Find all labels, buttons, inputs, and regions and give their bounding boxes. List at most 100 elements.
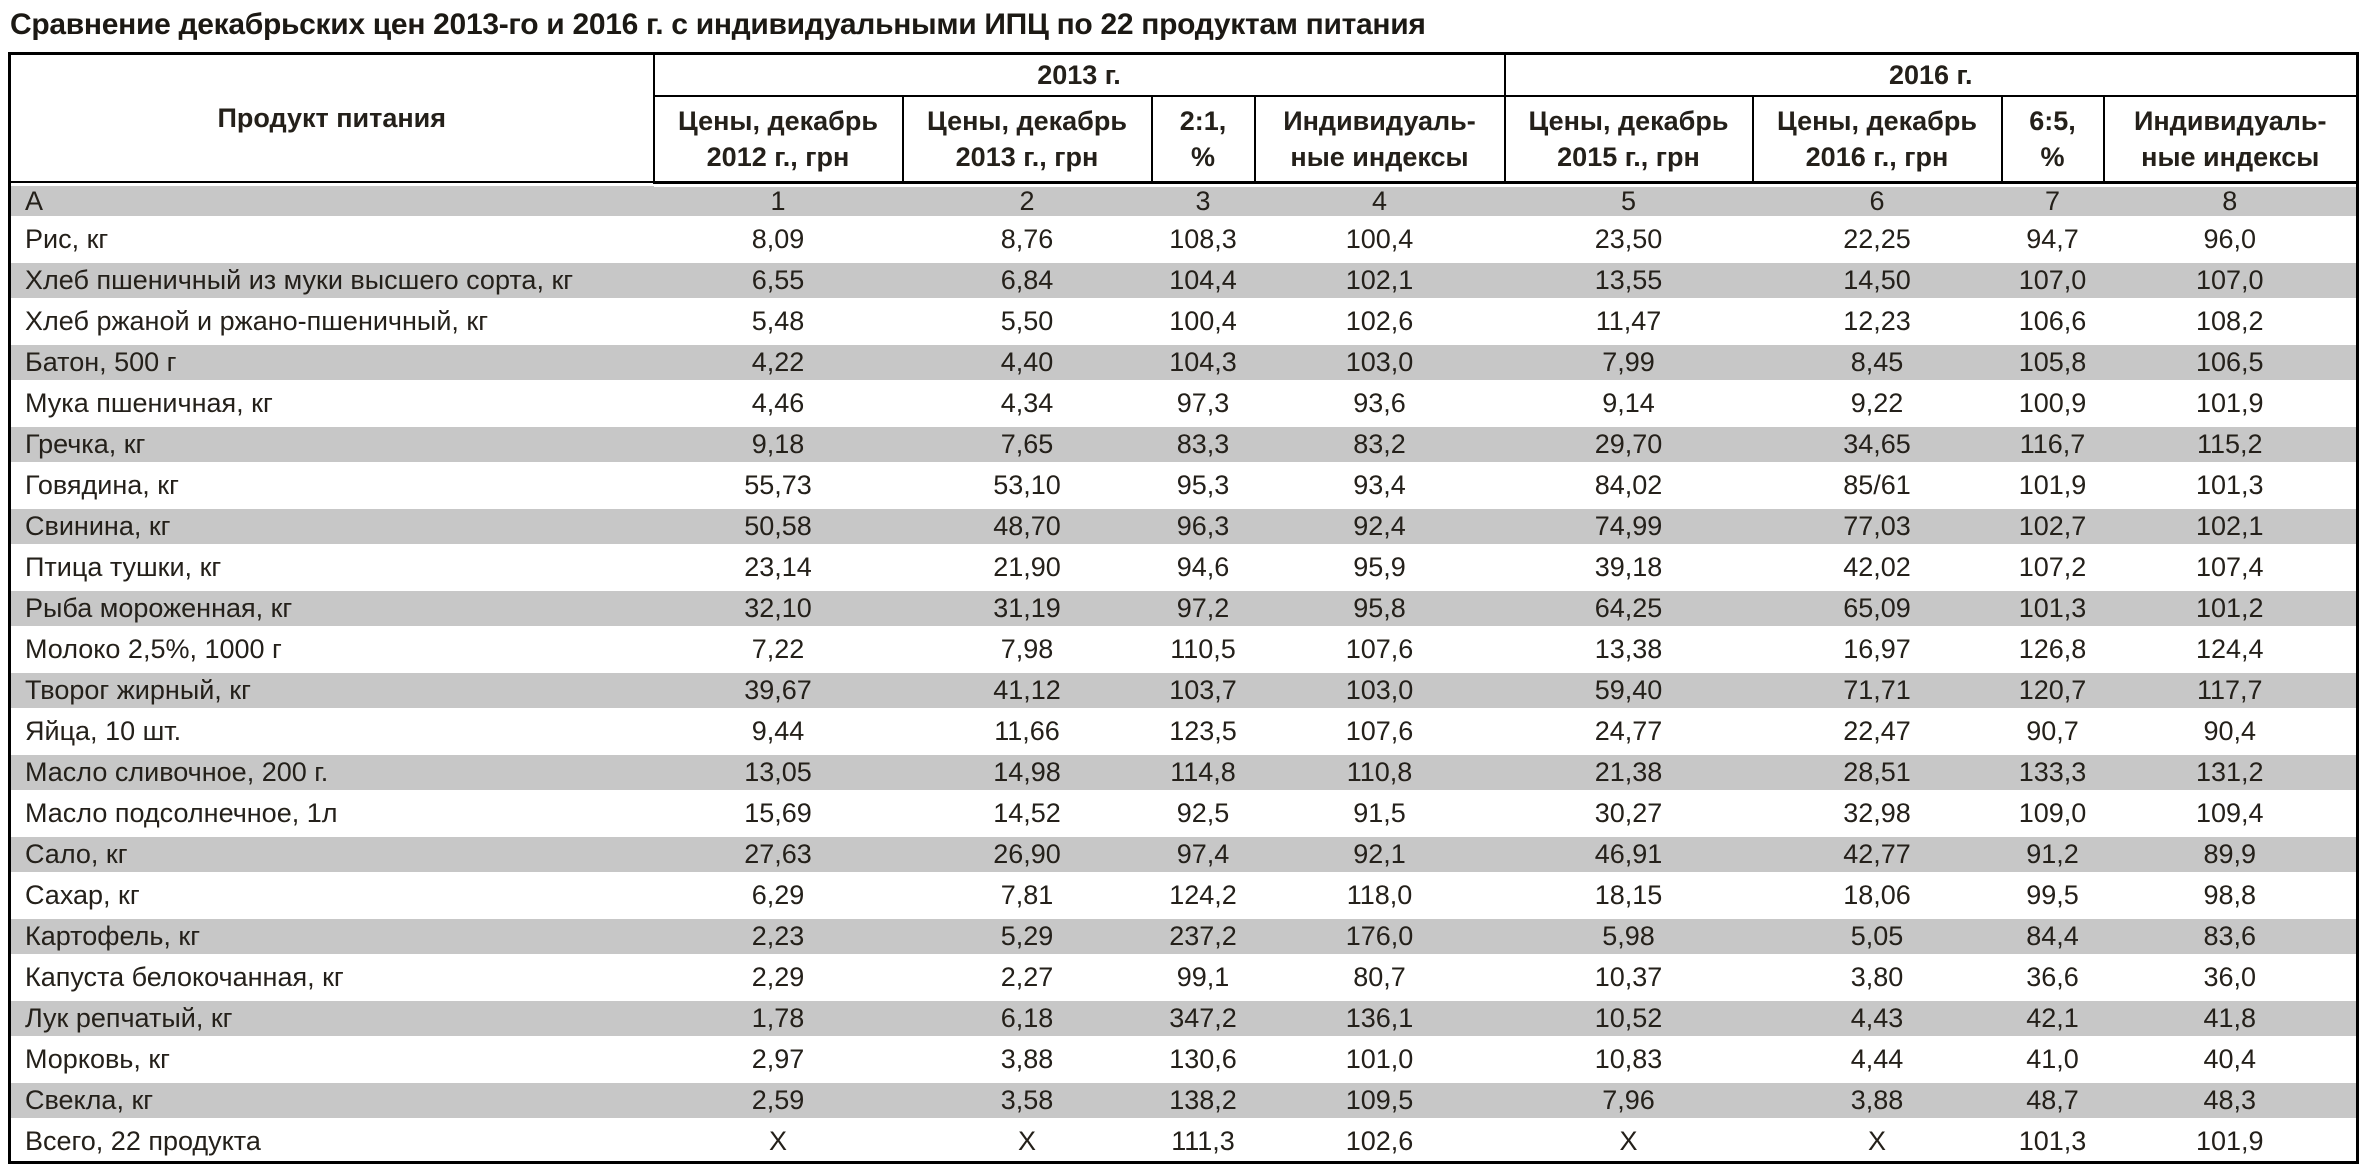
value-cell: 93,6 <box>1353 388 1406 419</box>
value-cell: 85/61 <box>1843 470 1911 501</box>
value-cell: 6,55 <box>653 260 903 302</box>
value-cell: 98,8 <box>2203 880 2257 911</box>
value-cell: 107,0 <box>2001 260 2104 302</box>
value-cell: 101,3 <box>2195 470 2264 501</box>
value-cell: 102,1 <box>1254 260 1505 302</box>
value-cell: 5,50 <box>1000 306 1054 337</box>
value-cell: 46,91 <box>1504 834 1753 876</box>
value-cell: 114,8 <box>1151 752 1255 794</box>
value-cell: 124,2 <box>1169 880 1237 911</box>
value-cell: 105,8 <box>2001 342 2104 384</box>
value-cell: 84,02 <box>1594 470 1663 501</box>
value-cell: 64,25 <box>1504 588 1753 630</box>
value-cell: 27,63 <box>653 834 903 876</box>
header-line: 6:5, <box>2029 105 2076 136</box>
table-row: Рис, кг 8,09 8,76 108,3 100,4 23,50 22,25 94,7 9… <box>10 219 2358 260</box>
value-cell: 102,6 <box>1345 306 1414 337</box>
value-cell: 12,23 <box>1843 306 1911 337</box>
value-cell: 91,5 <box>1353 798 1406 829</box>
subheader-row: Цены, декабрь 2012 г., грн Цены, декабрь… <box>10 95 2359 184</box>
value-cell: 100,9 <box>2018 388 2087 419</box>
value-cell: 2,23 <box>653 916 903 958</box>
table-title: Сравнение декабрьских цен 2013-го и 2016… <box>10 8 1426 41</box>
value-cell: 42,1 <box>2001 998 2104 1040</box>
value-cell: 106,5 <box>2103 342 2358 384</box>
value-cell: 237,2 <box>1151 916 1255 958</box>
value-cell: 23,14 <box>744 552 812 583</box>
value-cell: 101,3 <box>2018 1125 2087 1156</box>
value-cell: 108,2 <box>2195 306 2264 337</box>
product-cell: Гречка, кг <box>9 424 654 466</box>
product-cell: Молоко 2,5%, 1000 г <box>25 634 282 665</box>
value-cell: 110,8 <box>1254 752 1505 794</box>
table-row: Лук репчатый, кг 1,78 6,18 347,2 136,1 10,52 4… <box>9 998 2358 1040</box>
value-cell: 3,88 <box>1752 1080 2002 1122</box>
value-cell: 101,9 <box>2018 470 2087 501</box>
value-cell: 32,10 <box>653 588 903 630</box>
value-cell: 94,7 <box>2026 224 2079 255</box>
value-cell: 28,51 <box>1752 752 2002 794</box>
value-cell: 74,99 <box>1504 506 1753 548</box>
value-cell: 102,1 <box>2103 506 2358 548</box>
value-cell: 1,78 <box>653 998 903 1040</box>
value-cell: 31,19 <box>902 588 1152 630</box>
value-cell: 93,4 <box>1353 470 1406 501</box>
header-line: Индивидуаль- <box>1283 105 1476 136</box>
value-cell: 22,25 <box>1843 224 1911 255</box>
table-row: Мука пшеничная, кг 4,46 4,34 97,3 93,6 9,14 9,… <box>10 383 2358 424</box>
value-cell: 7,65 <box>902 424 1152 466</box>
value-cell: 103,7 <box>1151 670 1255 712</box>
value-cell: 126,8 <box>2018 634 2087 665</box>
value-cell: 95,3 <box>1176 470 1230 501</box>
value-cell: 97,4 <box>1151 834 1255 876</box>
product-cell: Хлеб ржаной и ржано-пшеничный, кг <box>25 306 489 337</box>
value-cell: 8,45 <box>1752 342 2002 384</box>
value-cell: 101,2 <box>2103 588 2358 630</box>
value-cell: 36,6 <box>2026 962 2079 993</box>
value-cell: 21,90 <box>993 552 1061 583</box>
value-cell: Х <box>1017 1125 1036 1156</box>
value-cell: 84,4 <box>2001 916 2104 958</box>
value-cell: 6,84 <box>902 260 1152 302</box>
value-cell: 41,0 <box>2026 1044 2079 1075</box>
value-cell: 94,6 <box>1176 552 1230 583</box>
index-cell: 2 <box>902 182 1152 220</box>
value-cell: 106,6 <box>2018 306 2087 337</box>
product-cell: Масло подсолнечное, 1л <box>25 798 338 829</box>
product-cell: Морковь, кг <box>25 1044 171 1075</box>
value-cell: 18,06 <box>1843 880 1911 911</box>
product-cell: Батон, 500 г <box>9 342 654 384</box>
product-cell: Мука пшеничная, кг <box>25 388 273 419</box>
value-cell: 101,3 <box>2001 588 2104 630</box>
header-line: Цены, декабрь <box>1528 105 1729 136</box>
value-cell: 22,47 <box>1843 716 1911 747</box>
col-header-prices-dec-2012: Цены, декабрь 2012 г., грн <box>652 95 904 184</box>
value-cell: 133,3 <box>2001 752 2104 794</box>
group-header-2013: 2013 г. <box>652 52 1506 98</box>
value-cell: 41,8 <box>2103 998 2358 1040</box>
value-cell: 7,22 <box>751 634 805 665</box>
table-row: Яйца, 10 шт. 9,44 11,66 123,5 107,6 24,77 22,4… <box>10 711 2358 752</box>
value-cell: 18,15 <box>1594 880 1663 911</box>
value-cell: 41,12 <box>902 670 1152 712</box>
value-cell: 131,2 <box>2103 752 2358 794</box>
value-cell: 14,50 <box>1752 260 2002 302</box>
product-cell: Всего, 22 продукта <box>25 1125 261 1156</box>
header-line: Цены, декабрь <box>927 105 1127 136</box>
value-cell: 4,22 <box>653 342 903 384</box>
value-cell: 9,18 <box>653 424 903 466</box>
table-row: Птица тушки, кг 23,14 21,90 94,6 95,9 39,18 42… <box>10 547 2358 588</box>
value-cell: 13,38 <box>1594 634 1663 665</box>
value-cell: 103,0 <box>1254 670 1505 712</box>
index-cell: 5 <box>1504 182 1753 220</box>
value-cell: 24,77 <box>1594 716 1663 747</box>
value-cell: 48,7 <box>2001 1080 2104 1122</box>
value-cell: 4,40 <box>902 342 1152 384</box>
table-row: Хлеб пшеничный из муки высшего сорта, кг… <box>9 260 2358 302</box>
table-row: Творог жирный, кг 39,67 41,12 103,7 103,0 59,… <box>9 670 2358 712</box>
table-row: Сало, кг 27,63 26,90 97,4 92,1 46,91 42,77 91,2… <box>9 834 2358 876</box>
value-cell: 5,98 <box>1504 916 1753 958</box>
value-cell: 7,96 <box>1504 1080 1753 1122</box>
value-cell: 10,83 <box>1594 1044 1663 1075</box>
value-cell: 7,81 <box>1000 880 1054 911</box>
